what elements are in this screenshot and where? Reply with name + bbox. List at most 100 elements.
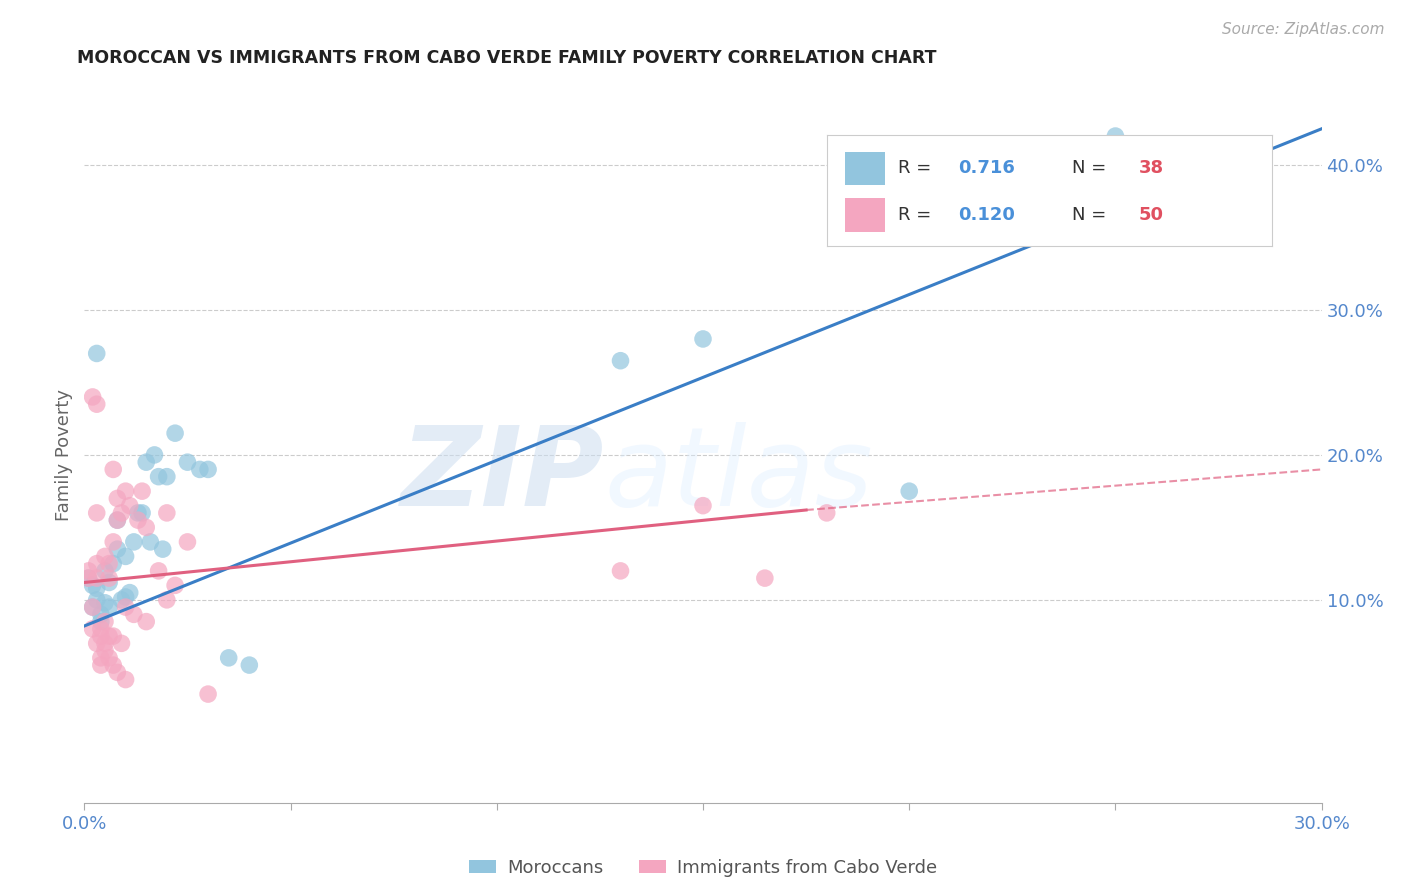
Text: Source: ZipAtlas.com: Source: ZipAtlas.com — [1222, 22, 1385, 37]
Point — [94, 564, 117, 578]
Bar — [845, 152, 884, 185]
Text: N =: N = — [1071, 206, 1112, 224]
Point — [98, 557, 121, 571]
Y-axis label: Family Poverty: Family Poverty — [55, 389, 73, 521]
Point — [127, 513, 149, 527]
Point — [197, 462, 219, 476]
Point — [98, 600, 121, 615]
Point — [176, 455, 198, 469]
Point — [156, 592, 179, 607]
Point — [82, 600, 104, 615]
Point — [86, 346, 108, 360]
Legend: Moroccans, Immigrants from Cabo Verde: Moroccans, Immigrants from Cabo Verde — [461, 852, 945, 884]
Point — [238, 658, 260, 673]
Point — [139, 534, 162, 549]
Point — [148, 469, 170, 483]
Point — [110, 636, 132, 650]
Point — [105, 665, 128, 680]
Point — [98, 651, 121, 665]
Point — [135, 520, 157, 534]
Point — [103, 534, 125, 549]
Point — [105, 542, 128, 557]
Point — [692, 499, 714, 513]
Point — [1104, 128, 1126, 143]
Point — [122, 534, 145, 549]
Point — [98, 575, 121, 590]
Point — [77, 564, 100, 578]
Point — [82, 578, 104, 592]
Point — [122, 607, 145, 622]
Text: 50: 50 — [1139, 206, 1164, 224]
Point — [114, 600, 136, 615]
Point — [176, 534, 198, 549]
Point — [86, 636, 108, 650]
Point — [94, 636, 117, 650]
Point — [103, 462, 125, 476]
Point — [131, 506, 153, 520]
Point — [105, 513, 128, 527]
Text: 0.716: 0.716 — [957, 160, 1015, 178]
Point — [609, 564, 631, 578]
Point — [218, 651, 240, 665]
Text: N =: N = — [1071, 160, 1112, 178]
Point — [86, 571, 108, 585]
Point — [188, 462, 211, 476]
Text: R =: R = — [898, 206, 936, 224]
Text: 0.120: 0.120 — [957, 206, 1015, 224]
Point — [103, 629, 125, 643]
Point — [165, 426, 187, 441]
Point — [86, 592, 108, 607]
Point — [114, 549, 136, 564]
Point — [609, 353, 631, 368]
Point — [94, 615, 117, 629]
Text: R =: R = — [898, 160, 936, 178]
Point — [98, 629, 121, 643]
Point — [135, 615, 157, 629]
Point — [692, 332, 714, 346]
Text: ZIP: ZIP — [401, 422, 605, 529]
Point — [110, 506, 132, 520]
Point — [82, 622, 104, 636]
Point — [114, 590, 136, 604]
Point — [165, 578, 187, 592]
Point — [148, 564, 170, 578]
Point — [197, 687, 219, 701]
Point — [754, 571, 776, 585]
Point — [94, 549, 117, 564]
Point — [118, 499, 141, 513]
Point — [114, 673, 136, 687]
Point — [90, 622, 112, 636]
Point — [110, 592, 132, 607]
Point — [105, 513, 128, 527]
Point — [114, 484, 136, 499]
Point — [103, 557, 125, 571]
Text: 38: 38 — [1139, 160, 1164, 178]
Bar — [845, 198, 884, 232]
Point — [103, 658, 125, 673]
Text: atlas: atlas — [605, 422, 873, 529]
Point — [143, 448, 166, 462]
Point — [94, 596, 117, 610]
Point — [77, 571, 100, 585]
Point — [90, 615, 112, 629]
Text: MOROCCAN VS IMMIGRANTS FROM CABO VERDE FAMILY POVERTY CORRELATION CHART: MOROCCAN VS IMMIGRANTS FROM CABO VERDE F… — [77, 49, 936, 67]
Point — [815, 506, 838, 520]
Point — [118, 585, 141, 599]
Point — [82, 390, 104, 404]
Point — [156, 469, 179, 483]
Point — [156, 506, 179, 520]
Point — [105, 491, 128, 506]
Point — [135, 455, 157, 469]
Point — [86, 397, 108, 411]
Point — [94, 643, 117, 657]
Point — [86, 557, 108, 571]
Point — [77, 571, 100, 585]
Point — [86, 582, 108, 596]
Point — [90, 651, 112, 665]
Point — [82, 600, 104, 615]
Point — [127, 506, 149, 520]
Point — [90, 658, 112, 673]
Point — [86, 506, 108, 520]
Point — [131, 484, 153, 499]
Point — [90, 607, 112, 622]
